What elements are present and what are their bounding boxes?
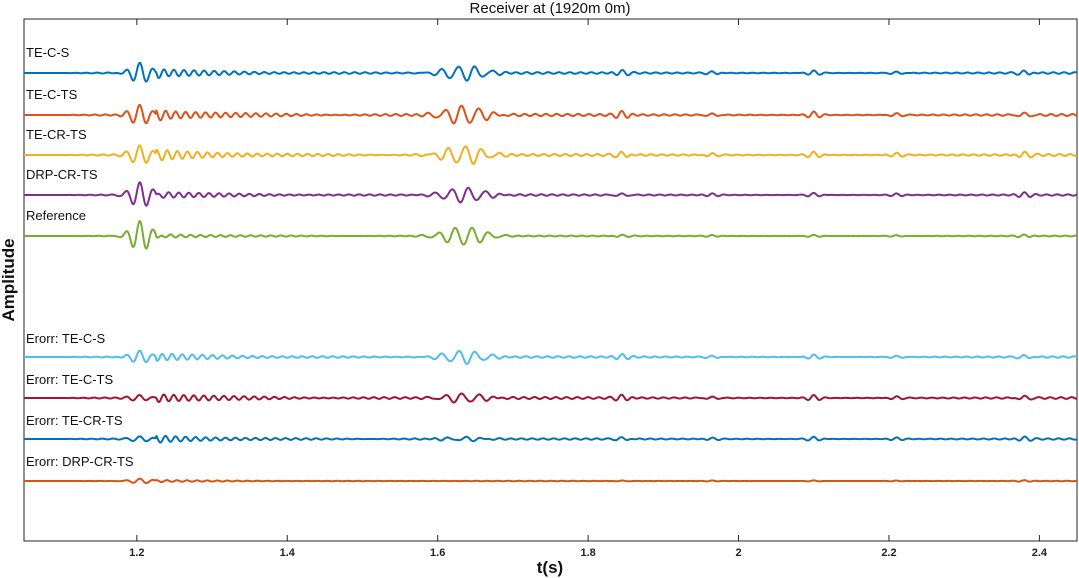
trace-line xyxy=(23,349,1078,365)
trace-line xyxy=(23,477,1078,485)
x-tick-label: 2.2 xyxy=(881,547,896,559)
trace-label: TE-C-S xyxy=(26,45,70,60)
plot-area xyxy=(23,18,1078,542)
trace-label: Erorr: TE-CR-TS xyxy=(26,413,123,428)
x-tick-label: 1.6 xyxy=(430,547,445,559)
trace-label: TE-C-TS xyxy=(26,87,78,102)
chart-title: Receiver at (1920m 0m) xyxy=(470,0,631,17)
trace-line xyxy=(23,392,1078,404)
trace-label: DRP-CR-TS xyxy=(26,167,98,182)
trace-label: Reference xyxy=(26,208,86,223)
trace-label: TE-CR-TS xyxy=(26,127,87,142)
trace-label: Erorr: DRP-CR-TS xyxy=(26,454,134,469)
x-tick-label: 1.8 xyxy=(580,547,595,559)
trace-label: Erorr: TE-C-S xyxy=(26,331,106,346)
x-tick-label: 1.4 xyxy=(280,547,296,559)
x-axis-ticks: 1.2 1.4 1.6 1.8 2 2.2 2.4 xyxy=(129,19,1048,559)
trace-line xyxy=(23,434,1078,444)
y-axis-label: Amplitude xyxy=(0,238,18,321)
trace-line xyxy=(23,181,1078,207)
traces-group: TE-C-S TE-C-TS TE-CR-TS DRP-CR-TS Reference E… xyxy=(23,45,1078,485)
x-tick-label: 2 xyxy=(735,547,741,559)
trace-line xyxy=(23,61,1078,83)
x-tick-label: 1.2 xyxy=(129,547,144,559)
trace-line xyxy=(23,103,1078,125)
trace-line xyxy=(23,219,1078,250)
x-tick-label: 2.4 xyxy=(1032,547,1048,559)
trace-line xyxy=(23,144,1078,165)
x-axis-label: t(s) xyxy=(537,558,563,577)
trace-label: Erorr: TE-C-TS xyxy=(26,372,113,387)
